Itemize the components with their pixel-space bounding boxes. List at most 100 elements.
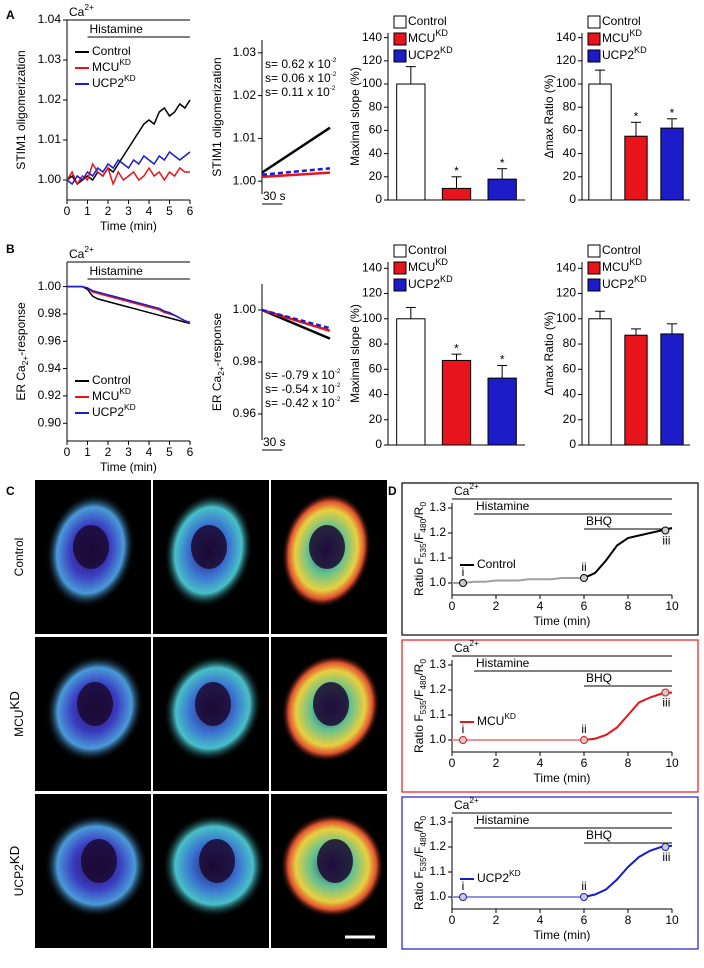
y-axis-label: Ratio F535/F480/R0	[412, 659, 428, 753]
time-point-label: ii	[581, 722, 586, 736]
text-segment: 0	[418, 659, 428, 664]
legend-label: UCP2KD	[477, 868, 521, 885]
trace	[67, 285, 191, 325]
legend-label: MCUKD	[92, 57, 131, 74]
text-segment: -2	[335, 368, 341, 375]
y-tick-label: 40	[369, 146, 383, 160]
stimulus-label: Histamine	[90, 22, 144, 36]
text-segment: s= 0.06 x 10	[265, 71, 331, 85]
scale-bar-label: 30 s	[263, 435, 286, 449]
text-segment: 2+	[469, 481, 479, 491]
text-segment: s= 0.62 x 10	[265, 57, 331, 71]
trace	[67, 285, 191, 325]
x-tick-label: 6	[187, 204, 194, 218]
text-segment: -2	[335, 396, 341, 403]
text-segment: /F	[412, 533, 426, 544]
text-segment: KD	[119, 57, 131, 67]
bar	[624, 135, 648, 201]
y-tick-label: 1.2	[429, 525, 446, 539]
x-tick-label: 6	[581, 756, 588, 770]
text-segment: Control	[477, 557, 516, 571]
text-segment: 480	[418, 832, 428, 846]
text-segment: ER Ca	[14, 365, 28, 401]
bar	[624, 334, 648, 446]
text-segment: KD	[634, 45, 647, 55]
text-segment: Histamine	[476, 813, 530, 827]
legend-label: MCUKD	[92, 386, 131, 403]
y-tick-label: 120	[556, 53, 576, 67]
time-point	[459, 893, 467, 901]
y-tick-label: 0.96	[233, 406, 257, 420]
legend-swatch	[393, 15, 407, 29]
trace	[583, 527, 673, 579]
y-tick-label: 140	[362, 30, 382, 44]
text-segment: 0	[418, 816, 428, 821]
text-segment: MCU	[12, 710, 26, 737]
trace	[261, 308, 331, 330]
legend-swatch	[393, 49, 407, 63]
text-segment: MCU	[408, 31, 435, 45]
text-segment: 535	[418, 857, 428, 871]
y-tick-label: 0	[375, 192, 382, 206]
time-point-label: ii	[581, 879, 586, 893]
time-point	[580, 736, 588, 744]
bar	[441, 187, 472, 201]
y-tick-label: 1.0	[429, 732, 446, 746]
x-tick-label: 4	[537, 913, 544, 927]
text-segment: UCP2	[602, 48, 634, 62]
x-axis-label: Time (min)	[100, 460, 157, 474]
text-segment: 2+	[84, 244, 94, 254]
nucleus	[317, 839, 353, 883]
x-axis-label: Time (min)	[100, 219, 157, 233]
y-tick-label: 1.00	[233, 302, 257, 316]
panel-frame	[401, 482, 699, 636]
stimulus-label: Histamine	[476, 656, 530, 670]
text-segment: UCP2	[408, 48, 440, 62]
y-tick-label: 1.2	[429, 682, 446, 696]
y-tick-label: 40	[369, 387, 383, 401]
nucleus	[199, 839, 235, 883]
nucleus	[195, 682, 231, 726]
text-segment: BHQ	[586, 514, 612, 528]
text-segment: Control	[408, 14, 447, 28]
legend-label: UCP2KD	[602, 45, 647, 62]
text-segment: -2	[330, 85, 336, 92]
x-tick-label: 3	[125, 204, 132, 218]
slope-annotation: s= 0.11 x 10-2	[265, 85, 336, 100]
y-tick-label: 0.98	[233, 354, 257, 368]
trace	[67, 285, 191, 323]
trace	[261, 171, 331, 179]
y-tick-label: 140	[556, 30, 576, 44]
text-segment: KD	[634, 274, 647, 284]
nucleus	[77, 682, 113, 726]
significance: *	[634, 109, 639, 123]
x-tick-label: 2	[105, 204, 112, 218]
row-label: Control	[12, 538, 26, 577]
legend-label: Control	[477, 557, 516, 571]
bar	[441, 359, 472, 446]
text-segment: /R	[412, 820, 426, 832]
text-segment: KD	[435, 257, 448, 267]
scale-bar-label: 30 s	[263, 189, 286, 203]
text-segment: 480	[418, 675, 428, 689]
text-segment: MCU	[602, 31, 629, 45]
text-segment: /R	[412, 506, 426, 518]
bar	[487, 377, 517, 446]
legend-label: UCP2KD	[92, 402, 136, 419]
x-tick-label: 10	[665, 913, 679, 927]
x-axis-label: Time (min)	[534, 771, 591, 785]
text-segment: Ratio F	[412, 714, 426, 753]
y-tick-label: 60	[563, 123, 577, 137]
legend-swatch	[393, 244, 407, 258]
text-segment: Control	[602, 243, 641, 257]
slope-annotation: s= -0.79 x 10-2	[265, 368, 341, 383]
y-axis-label: ER Ca2+-response	[210, 313, 226, 412]
legend-label: MCUKD	[408, 28, 448, 45]
stimulus-label: BHQ	[586, 828, 612, 842]
y-tick-label: 0	[569, 437, 576, 451]
x-tick-label: 2	[493, 756, 500, 770]
y-axis-label: Δmax Ratio (%)	[542, 311, 556, 395]
text-segment: /F	[412, 847, 426, 858]
row-label: MCUKD	[7, 691, 27, 737]
text-segment: KD	[509, 868, 521, 878]
